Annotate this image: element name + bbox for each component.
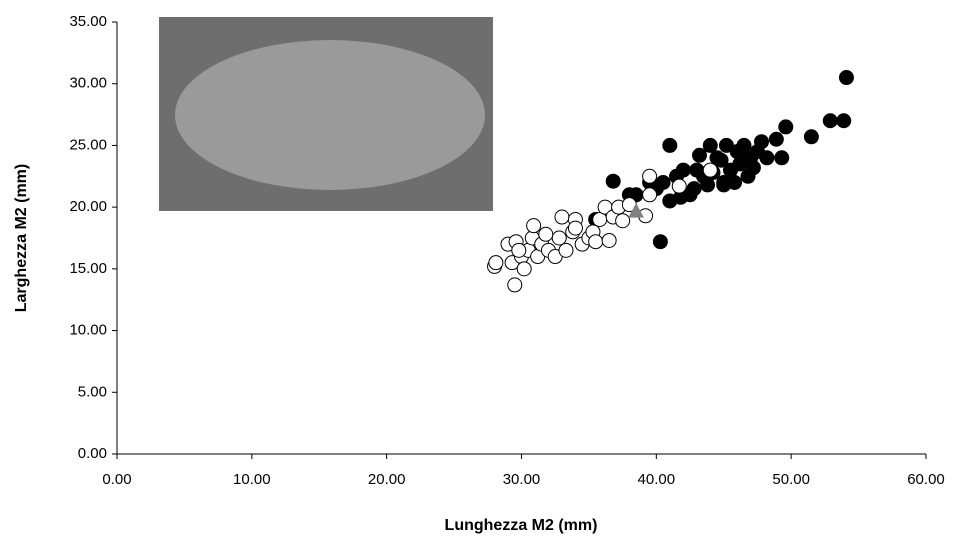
- point: [759, 150, 775, 166]
- point: [768, 131, 784, 147]
- point: [774, 150, 790, 166]
- point: [736, 150, 752, 166]
- point: [778, 119, 794, 135]
- point: [601, 232, 617, 248]
- point: [538, 226, 554, 242]
- x-axis-title: Lunghezza M2 (mm): [445, 517, 598, 534]
- point: [558, 242, 574, 258]
- y-tick-label: 10.00: [69, 322, 107, 339]
- x-tick-label: 10.00: [233, 471, 271, 488]
- y-tick-label: 35.00: [69, 13, 107, 30]
- y-axis-title: Larghezza M2 (mm): [13, 164, 30, 312]
- x-tick-label: 60.00: [907, 471, 945, 488]
- point: [822, 113, 838, 129]
- point: [652, 234, 668, 250]
- y-tick-label: 30.00: [69, 75, 107, 92]
- y-tick-label: 25.00: [69, 136, 107, 153]
- point: [691, 147, 707, 163]
- point: [488, 255, 504, 271]
- point: [511, 242, 527, 258]
- point: [516, 261, 532, 277]
- y-tick-label: 20.00: [69, 198, 107, 215]
- point: [526, 218, 542, 234]
- point: [662, 137, 678, 153]
- point: [716, 177, 732, 193]
- point: [745, 160, 761, 176]
- x-tick-label: 20.00: [368, 471, 406, 488]
- y-tick-label: 5.00: [78, 383, 107, 400]
- y-tick-label: 0.00: [78, 445, 107, 462]
- point: [615, 213, 631, 229]
- point: [642, 187, 658, 203]
- point: [686, 181, 702, 197]
- point: [554, 209, 570, 225]
- point: [567, 220, 583, 236]
- x-tick-label: 40.00: [638, 471, 676, 488]
- point: [642, 168, 658, 184]
- point: [838, 70, 854, 86]
- point: [605, 173, 621, 189]
- point: [588, 234, 604, 250]
- point: [689, 162, 705, 178]
- point: [702, 137, 718, 153]
- point: [551, 230, 567, 246]
- point: [803, 129, 819, 145]
- point: [702, 162, 718, 178]
- point: [671, 178, 687, 194]
- point: [628, 203, 644, 218]
- point: [507, 277, 523, 293]
- point: [718, 137, 734, 153]
- y-tick-label: 15.00: [69, 260, 107, 277]
- inset-photo-object: [175, 40, 485, 190]
- x-tick-label: 50.00: [772, 471, 810, 488]
- point: [836, 113, 852, 129]
- x-tick-label: 30.00: [503, 471, 541, 488]
- x-tick-label: 0.00: [102, 471, 131, 488]
- point: [713, 152, 729, 168]
